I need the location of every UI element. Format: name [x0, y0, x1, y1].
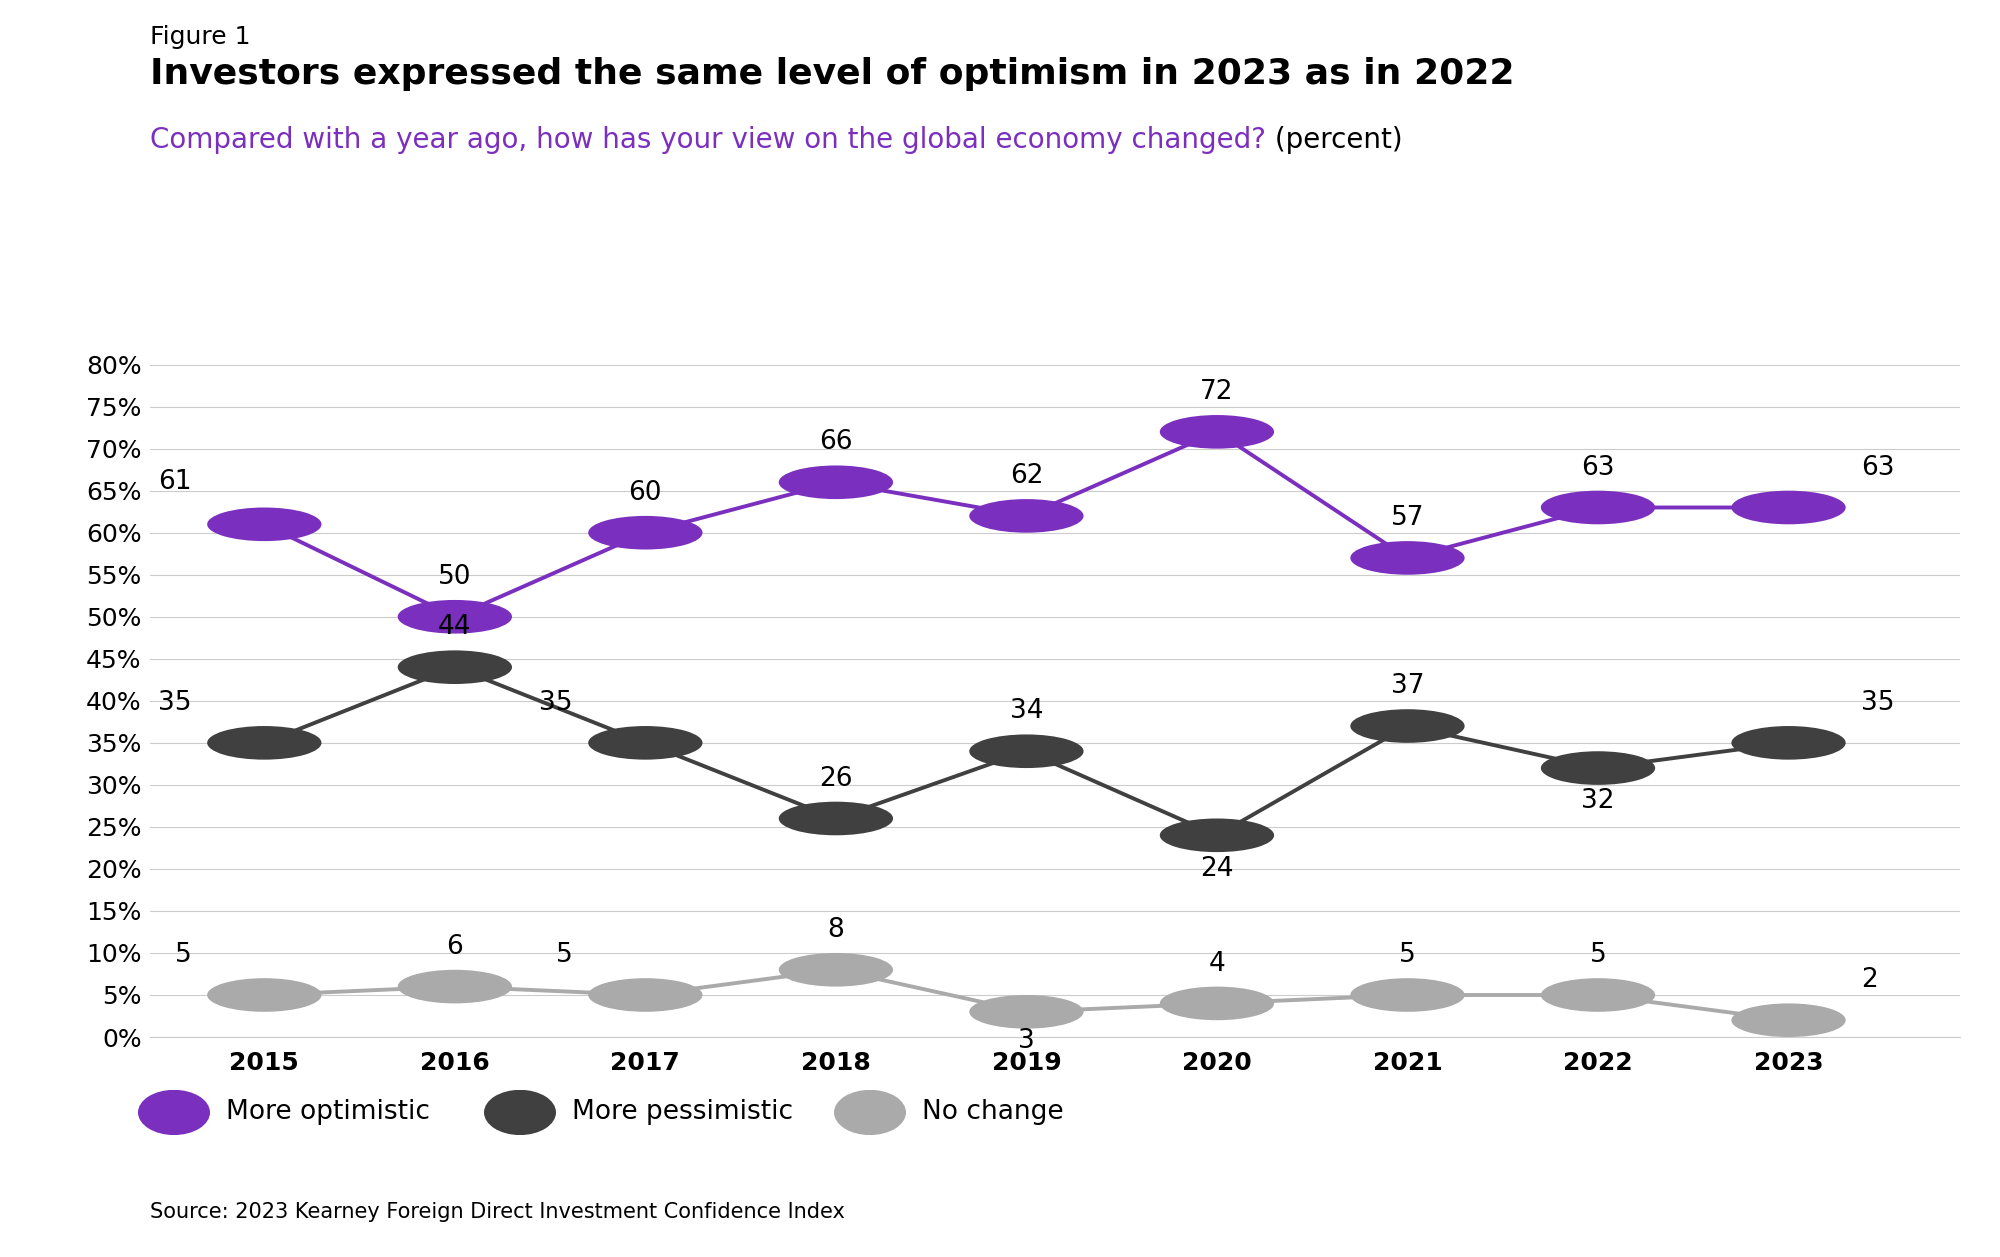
- Text: More optimistic: More optimistic: [226, 1100, 430, 1125]
- Ellipse shape: [1160, 415, 1274, 449]
- Text: 26: 26: [820, 766, 852, 792]
- Text: More pessimistic: More pessimistic: [572, 1100, 794, 1125]
- Text: Figure 1: Figure 1: [150, 25, 250, 49]
- Text: 44: 44: [438, 615, 472, 640]
- Ellipse shape: [1350, 978, 1464, 1012]
- Text: 3: 3: [1018, 1028, 1034, 1053]
- Text: 60: 60: [628, 480, 662, 505]
- Ellipse shape: [1732, 1003, 1846, 1037]
- Text: 61: 61: [158, 469, 192, 495]
- Ellipse shape: [208, 508, 322, 541]
- Text: Compared with a year ago, how has your view on the global economy changed?: Compared with a year ago, how has your v…: [150, 126, 1266, 153]
- Text: 57: 57: [1390, 505, 1424, 530]
- Text: 4: 4: [1208, 950, 1226, 977]
- Ellipse shape: [398, 650, 512, 684]
- Ellipse shape: [1540, 752, 1656, 784]
- Ellipse shape: [1540, 978, 1656, 1012]
- Ellipse shape: [834, 1090, 906, 1135]
- Text: No change: No change: [922, 1100, 1064, 1125]
- Ellipse shape: [588, 978, 702, 1012]
- Text: 35: 35: [158, 690, 192, 716]
- Ellipse shape: [1732, 490, 1846, 524]
- Ellipse shape: [484, 1090, 556, 1135]
- Text: 66: 66: [820, 430, 852, 455]
- Text: 6: 6: [446, 934, 464, 959]
- Text: 50: 50: [438, 564, 472, 590]
- Ellipse shape: [970, 734, 1084, 768]
- Text: 24: 24: [1200, 856, 1234, 881]
- Text: 35: 35: [1860, 690, 1894, 716]
- Text: Source: 2023 Kearney Foreign Direct Investment Confidence Index: Source: 2023 Kearney Foreign Direct Inve…: [150, 1202, 844, 1222]
- Ellipse shape: [778, 802, 894, 836]
- Text: 5: 5: [1400, 941, 1416, 968]
- Ellipse shape: [398, 970, 512, 1003]
- Ellipse shape: [970, 996, 1084, 1028]
- Ellipse shape: [970, 499, 1084, 533]
- Text: 72: 72: [1200, 378, 1234, 405]
- Text: (percent): (percent): [1266, 126, 1402, 153]
- Text: 5: 5: [176, 941, 192, 968]
- Text: 34: 34: [1010, 699, 1044, 724]
- Ellipse shape: [588, 727, 702, 759]
- Ellipse shape: [1350, 709, 1464, 743]
- Text: 5: 5: [556, 941, 572, 968]
- Ellipse shape: [588, 515, 702, 549]
- Ellipse shape: [208, 978, 322, 1012]
- Ellipse shape: [398, 600, 512, 634]
- Ellipse shape: [1350, 541, 1464, 574]
- Ellipse shape: [138, 1090, 210, 1135]
- Ellipse shape: [208, 727, 322, 759]
- Ellipse shape: [778, 953, 894, 987]
- Ellipse shape: [1160, 987, 1274, 1021]
- Text: 2: 2: [1860, 968, 1878, 993]
- Ellipse shape: [1540, 490, 1656, 524]
- Text: Investors expressed the same level of optimism in 2023 as in 2022: Investors expressed the same level of op…: [150, 57, 1514, 91]
- Ellipse shape: [1160, 818, 1274, 852]
- Text: 35: 35: [540, 690, 572, 716]
- Text: 62: 62: [1010, 463, 1044, 489]
- Text: 5: 5: [1590, 941, 1606, 968]
- Text: 63: 63: [1860, 455, 1894, 480]
- Text: 32: 32: [1582, 788, 1614, 815]
- Ellipse shape: [778, 465, 894, 499]
- Text: 37: 37: [1390, 674, 1424, 699]
- Ellipse shape: [1732, 727, 1846, 759]
- Text: 8: 8: [828, 916, 844, 943]
- Text: 63: 63: [1582, 455, 1614, 480]
